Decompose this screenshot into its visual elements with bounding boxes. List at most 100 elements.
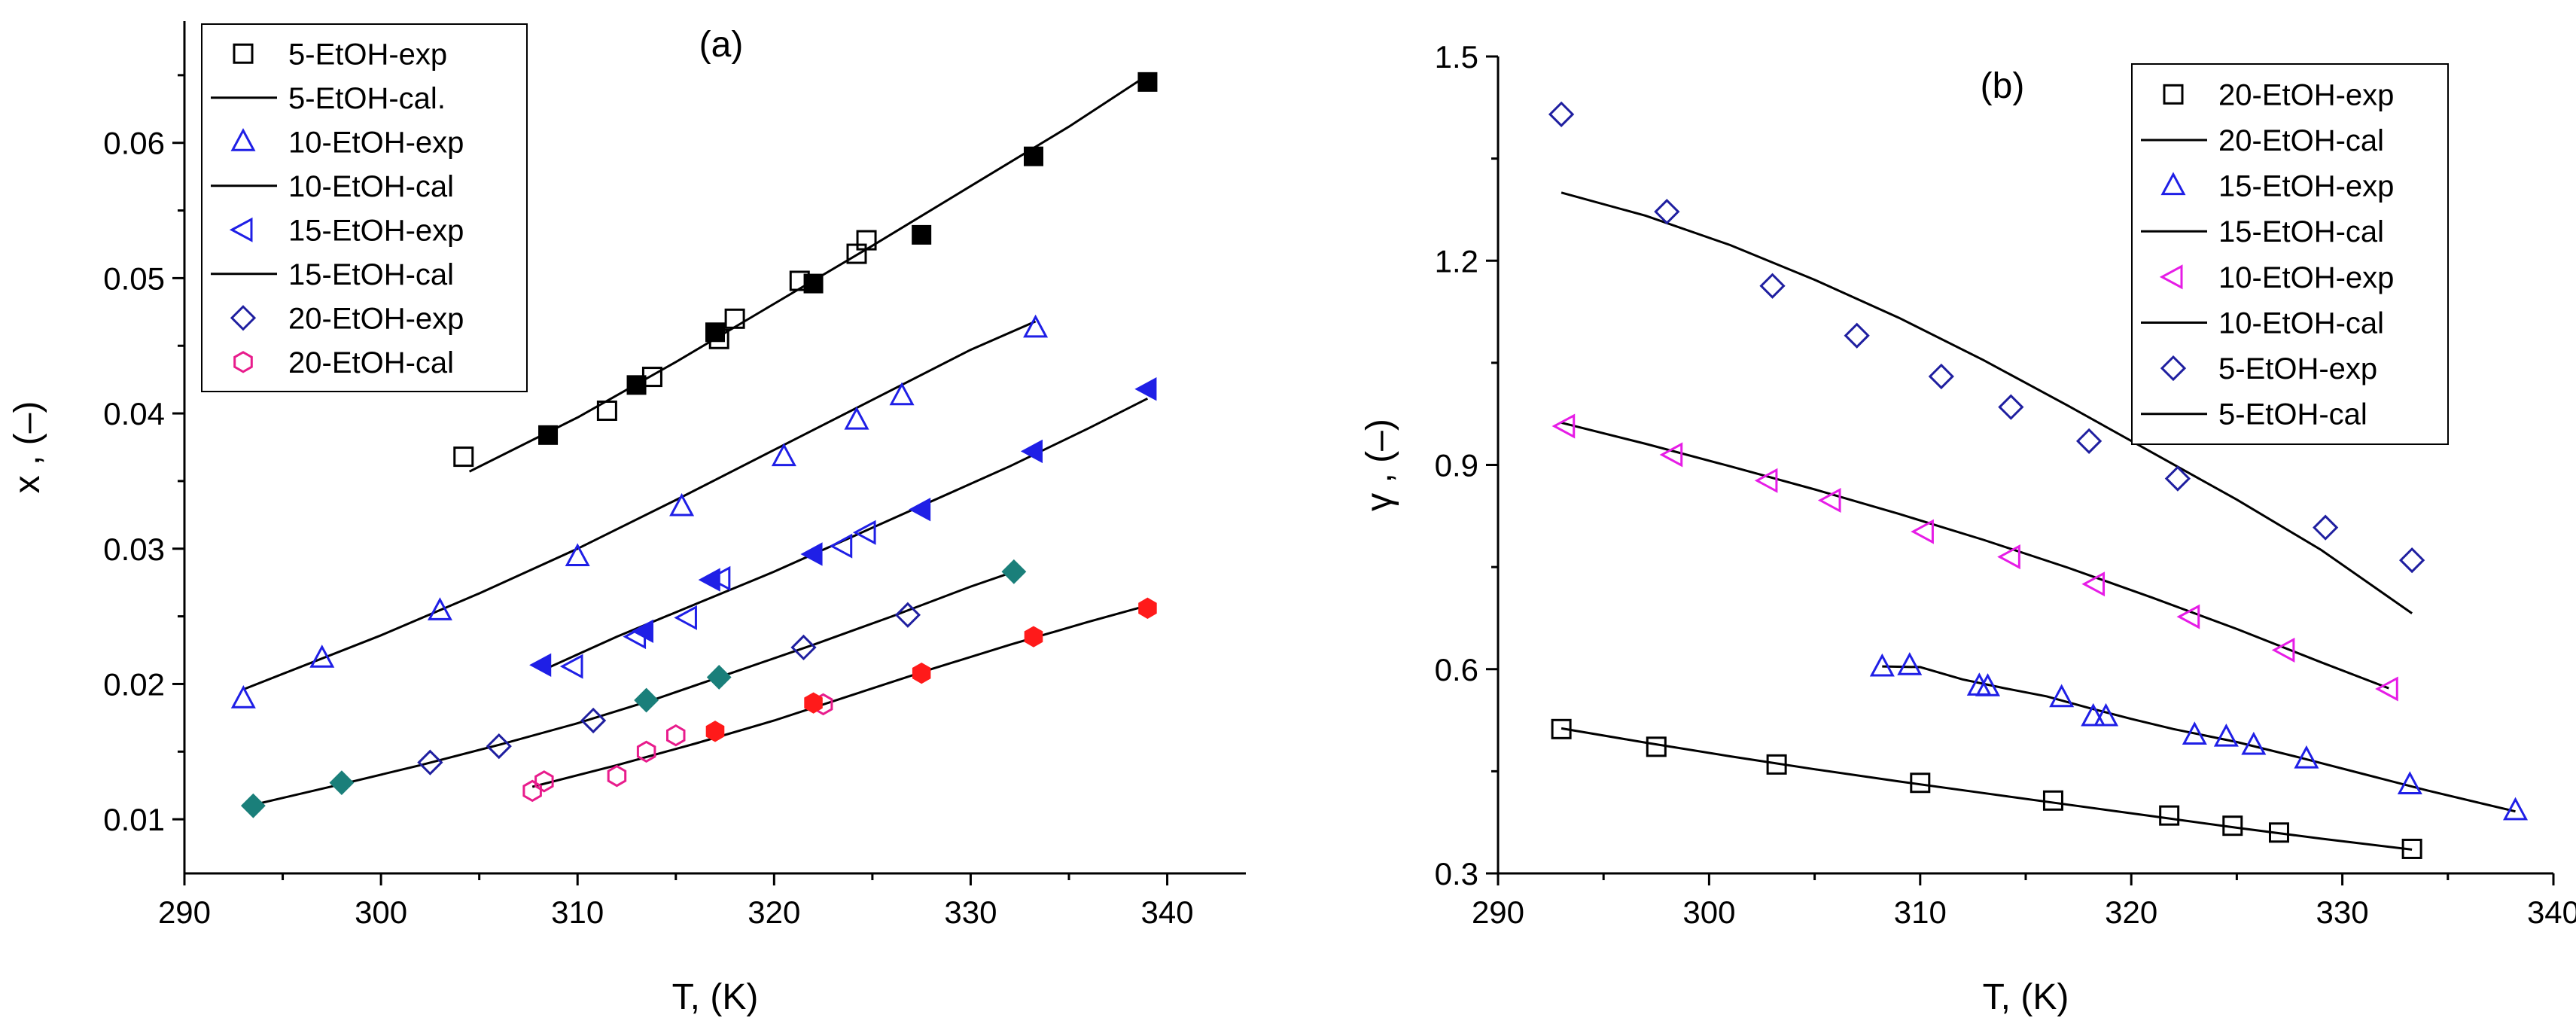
y-tick-label: 0.3 xyxy=(1435,856,1478,891)
legend-label: 20-EtOH-cal xyxy=(2218,124,2384,157)
y-axis-title: x , (–) xyxy=(8,401,47,494)
y-tick-label: 0.01 xyxy=(103,802,165,837)
data-point xyxy=(1646,736,1667,757)
data-point xyxy=(2222,815,2243,836)
data-point xyxy=(705,322,725,343)
data-point xyxy=(2049,684,2075,708)
y-tick-label: 0.6 xyxy=(1435,652,1478,687)
data-point xyxy=(669,492,695,517)
legend-marker xyxy=(230,305,257,331)
legend-label: 10-EtOH-cal xyxy=(2218,306,2384,340)
data-point xyxy=(634,687,659,713)
chart-panel-a: 290 300 310 320 330 340 0.01 0.02 0.03 0.04 0.05 0.… xyxy=(8,21,1246,1017)
data-point xyxy=(1910,772,1931,794)
data-point xyxy=(2081,571,2106,597)
series-points xyxy=(559,520,876,679)
data-point xyxy=(1137,72,1158,92)
data-point xyxy=(844,406,869,430)
series-points xyxy=(1551,718,2422,859)
data-point xyxy=(1928,363,1954,390)
data-point xyxy=(1754,468,1778,493)
data-point xyxy=(705,721,725,742)
data-point xyxy=(803,273,824,294)
x-tick-label: 290 xyxy=(158,894,211,930)
legend-label: 5-EtOH-exp xyxy=(288,38,447,71)
data-point xyxy=(565,543,590,567)
y-tick-label: 0.9 xyxy=(1435,448,1478,483)
data-point xyxy=(2271,637,2295,663)
data-point xyxy=(666,724,686,747)
x-tick-label: 310 xyxy=(551,894,604,930)
data-point xyxy=(538,425,559,445)
data-point xyxy=(2075,428,2103,454)
data-point xyxy=(453,446,474,468)
y-tick-label: 0.03 xyxy=(103,532,165,567)
panel-label: (b) xyxy=(1981,66,2025,106)
data-point xyxy=(698,568,720,592)
data-point xyxy=(790,634,817,661)
x-tick-label: 290 xyxy=(1472,894,1524,930)
y-tick-label: 1.2 xyxy=(1435,243,1478,279)
legend-label: 5-EtOH-exp xyxy=(2218,352,2377,385)
legend-marker xyxy=(229,217,253,242)
data-point xyxy=(1001,559,1027,584)
data-point xyxy=(1975,673,2001,696)
y-tick-label: 0.02 xyxy=(103,666,165,702)
data-point xyxy=(1997,544,2020,570)
data-point xyxy=(1020,439,1043,464)
series-points xyxy=(538,72,1158,445)
legend-label: 15-EtOH-exp xyxy=(2218,170,2394,203)
series-points xyxy=(529,377,1157,677)
data-point xyxy=(2313,514,2339,541)
data-point xyxy=(1548,101,1575,127)
data-point xyxy=(1134,377,1157,401)
data-point xyxy=(706,665,732,690)
legend-label: 15-EtOH-exp xyxy=(288,214,464,247)
y-axis-title: γ , (–) xyxy=(1360,419,1399,511)
series-line xyxy=(1882,665,2516,813)
data-point xyxy=(1844,322,1870,349)
data-point xyxy=(912,662,931,684)
data-point xyxy=(2159,805,2180,826)
data-point xyxy=(2399,547,2425,574)
legend-label: 20-EtOH-cal xyxy=(288,346,454,379)
data-point xyxy=(2241,731,2267,755)
data-point xyxy=(1759,273,1786,299)
legend-marker xyxy=(2163,84,2184,105)
panel-label: (a) xyxy=(699,25,744,65)
legend-label: 20-EtOH-exp xyxy=(2218,78,2394,111)
chart-panel-b: 290 300 310 320 330 340 0.3 0.6 0.9 1.2 1.5 T, (K) γ… xyxy=(1360,39,2576,1017)
data-point xyxy=(534,770,554,793)
series-points xyxy=(417,602,921,776)
series-line xyxy=(531,604,1148,788)
data-point xyxy=(427,597,452,620)
legend-label: 10-EtOH-exp xyxy=(288,126,464,159)
data-point xyxy=(329,770,355,796)
legend-marker xyxy=(233,43,254,64)
x-tick-label: 330 xyxy=(944,894,997,930)
data-point xyxy=(1869,653,1895,677)
legend-label: 5-EtOH-cal. xyxy=(288,82,446,115)
series-points xyxy=(230,314,1049,709)
series-points xyxy=(240,559,1027,818)
x-tick-label: 300 xyxy=(355,894,407,930)
legend-marker xyxy=(2160,172,2186,196)
data-point xyxy=(309,645,335,668)
data-point xyxy=(912,224,932,245)
data-point xyxy=(1654,199,1680,225)
x-axis-title: T, (K) xyxy=(1983,977,2069,1017)
data-point xyxy=(771,443,796,467)
data-point xyxy=(559,654,583,679)
data-point xyxy=(1817,488,1841,513)
legend-box xyxy=(201,23,528,392)
data-point xyxy=(1766,754,1787,775)
series-line xyxy=(242,320,1037,690)
legend-label: 15-EtOH-cal xyxy=(288,258,454,291)
x-tick-label: 320 xyxy=(2105,894,2157,930)
data-point xyxy=(889,382,915,406)
data-point xyxy=(2176,604,2200,629)
data-point xyxy=(1911,519,1934,544)
data-point xyxy=(522,779,542,803)
data-point xyxy=(2042,790,2063,811)
